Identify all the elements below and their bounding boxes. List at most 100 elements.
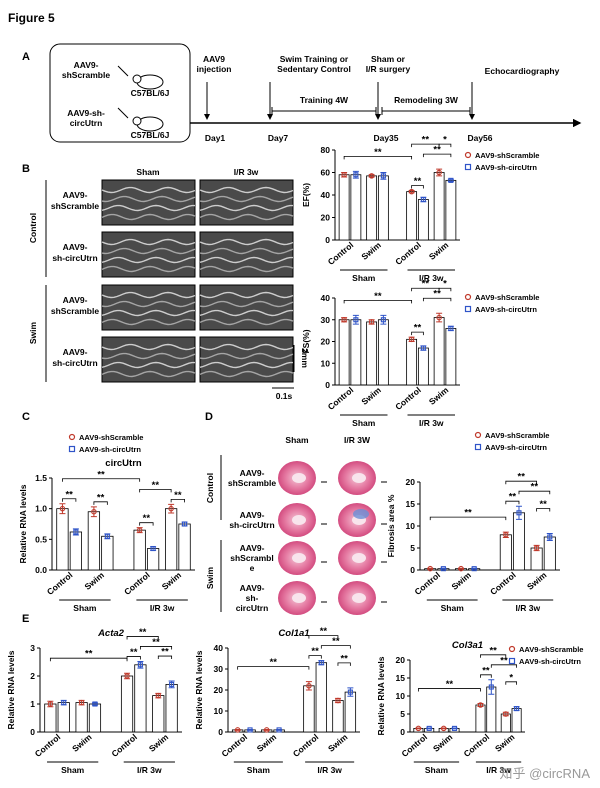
significance-label: ** xyxy=(518,472,526,483)
data-point xyxy=(353,172,359,178)
significance-bracket xyxy=(62,478,141,482)
panel-label: C xyxy=(22,411,30,423)
chart-title: Col3a1 xyxy=(452,640,483,651)
echo-image xyxy=(199,284,294,331)
significance-bracket xyxy=(62,498,77,502)
panel-label: B xyxy=(22,163,30,175)
x-tick-label: Control xyxy=(45,570,75,597)
echo-trace xyxy=(199,195,294,203)
bar xyxy=(152,695,165,733)
error-bar xyxy=(380,314,387,325)
y-tick-label: 1.5 xyxy=(35,473,47,483)
data-point xyxy=(182,521,188,527)
bar xyxy=(315,662,328,733)
day-label: Day7 xyxy=(268,133,289,143)
group-label: Control xyxy=(28,213,38,243)
group-label: Sham xyxy=(247,765,271,775)
significance-label: * xyxy=(443,135,447,146)
echo-trace xyxy=(199,343,294,351)
data-point xyxy=(547,534,553,540)
error-bar xyxy=(515,505,522,520)
data-point xyxy=(347,689,353,695)
echo-image xyxy=(199,336,294,383)
chart-title: circUtrn xyxy=(105,458,142,469)
mouse-label-line: AAV9-sh- xyxy=(67,108,105,118)
significance-label: ** xyxy=(340,653,348,664)
group-label: Sham xyxy=(73,603,97,613)
y-tick-label: 80 xyxy=(321,145,331,155)
error-bar xyxy=(305,681,312,691)
echo-trace xyxy=(101,265,196,273)
bar xyxy=(433,317,445,386)
significance-bracket xyxy=(49,657,128,662)
significance-bracket xyxy=(343,155,413,160)
data-point xyxy=(516,510,522,516)
significance-bracket xyxy=(505,500,520,505)
group-label: I/R 3w xyxy=(150,603,175,613)
data-point xyxy=(448,177,454,183)
row-label-line: AAV9- xyxy=(63,242,88,252)
bar xyxy=(511,708,522,733)
data-point xyxy=(263,727,270,733)
bar xyxy=(88,703,102,733)
error-bar xyxy=(90,506,97,518)
event-label-line: I/R surgery xyxy=(366,64,411,74)
y-axis-label: Fibrosis area % xyxy=(386,494,396,557)
error-bar xyxy=(168,503,175,514)
x-tick-label: Control xyxy=(393,240,423,267)
event-label-line: AAV9 xyxy=(203,54,225,64)
significance-label: ** xyxy=(152,480,160,491)
row-label-line: AAV9- xyxy=(63,347,88,357)
echo-trace xyxy=(199,186,294,194)
y-tick-label: 15 xyxy=(396,673,406,683)
day-label: Day1 xyxy=(205,133,226,143)
legend-symbol xyxy=(464,163,472,171)
significance-label: ** xyxy=(139,627,147,638)
data-point xyxy=(124,673,130,679)
data-point xyxy=(78,699,85,706)
row-label: AAV9-shScramble xyxy=(228,468,276,488)
data-point xyxy=(514,706,520,712)
y-tick-label: 1.0 xyxy=(35,504,47,514)
significance-label: ** xyxy=(85,649,93,660)
data-point xyxy=(92,701,98,707)
legend-label: AAV9-sh-circUtrn xyxy=(79,445,141,454)
row-label-line: AAV9- xyxy=(240,510,265,520)
data-point xyxy=(436,169,442,176)
x-tick-label: Control xyxy=(220,732,250,759)
mouse-strain: C57BL/6J xyxy=(131,88,170,98)
significance-label: ** xyxy=(482,665,490,676)
echo-trace xyxy=(199,204,293,212)
data-point xyxy=(427,565,433,572)
x-tick-label: Swim xyxy=(255,732,279,754)
data-point xyxy=(408,188,415,195)
y-tick-label: 10 xyxy=(214,706,224,716)
group-label: Sham xyxy=(441,603,465,613)
row-label-line: circUtrn xyxy=(236,603,269,613)
group-label: Sham xyxy=(425,765,449,775)
bar xyxy=(303,685,315,733)
y-axis-label: FS(%) xyxy=(301,329,311,353)
y-tick-label: 2 xyxy=(30,671,35,681)
row-label-line: sh-circUtrn xyxy=(52,253,97,263)
row-label-line: shScrambl xyxy=(230,553,273,563)
legend-symbol xyxy=(508,645,516,653)
x-tick-label: Swim xyxy=(82,570,106,592)
echo-image xyxy=(101,179,196,226)
legend-label: AAV9-shScramble xyxy=(519,645,583,654)
significance-bracket xyxy=(343,300,413,304)
error-bar xyxy=(347,687,354,697)
data-point xyxy=(247,727,253,733)
syringe-icon xyxy=(117,65,129,77)
significance-bracket xyxy=(170,498,185,503)
echo-trace xyxy=(199,300,294,308)
figure-title: Figure 5 xyxy=(8,11,55,25)
significance-bracket xyxy=(422,297,452,302)
y-tick-label: 0 xyxy=(325,235,330,245)
bar xyxy=(338,174,350,241)
legend-symbol xyxy=(464,151,472,159)
legend-symbol xyxy=(68,445,76,453)
bar xyxy=(178,523,191,571)
data-point xyxy=(353,317,359,323)
y-tick-label: 0 xyxy=(410,565,415,575)
